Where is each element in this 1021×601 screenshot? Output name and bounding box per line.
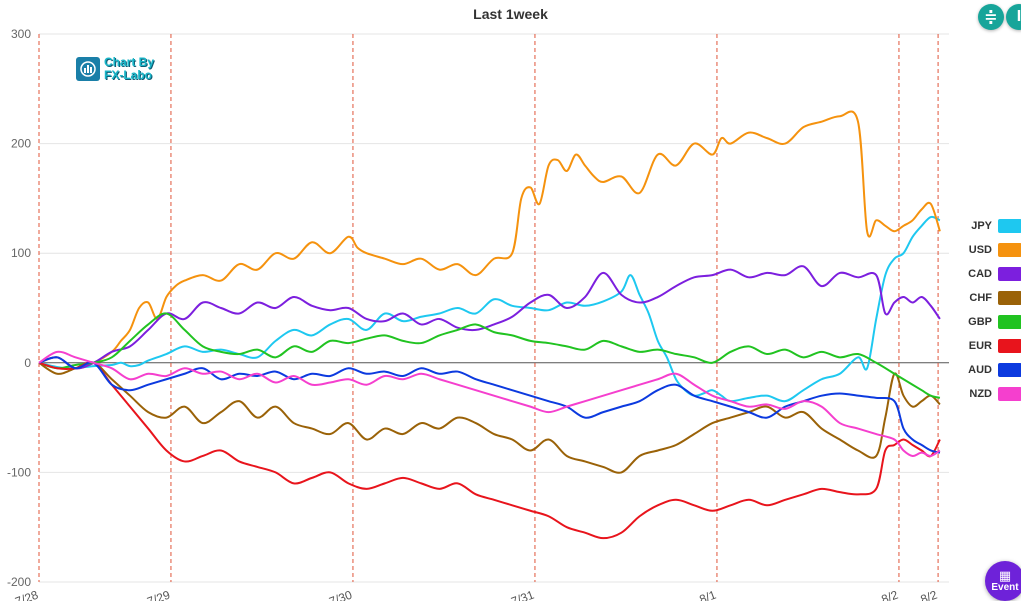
y-tick-label: 0 [24, 356, 31, 370]
legend-swatch [998, 363, 1021, 377]
expand-icon: I [1016, 8, 1021, 25]
y-tick-label: 300 [11, 27, 31, 41]
chart-title: Last 1week [473, 6, 548, 22]
x-tick-label: 8/2 [919, 588, 940, 601]
series-line-nzd [38, 350, 941, 457]
legend-item-usd[interactable]: USD [960, 238, 1021, 262]
event-button[interactable]: ▦ Event [985, 561, 1021, 601]
logo-line1: Chart By [104, 55, 155, 69]
legend-swatch [998, 267, 1021, 281]
chart-logo-icon [76, 57, 100, 81]
zoom-out-button[interactable]: ≑ [978, 4, 1004, 30]
series-line-chf [38, 361, 941, 474]
legend-label: CHF [969, 292, 992, 304]
series-line-eur [38, 361, 941, 540]
legend-label: AUD [968, 364, 992, 376]
legend-label: CAD [968, 268, 992, 280]
legend-label: JPY [971, 220, 992, 232]
legend-swatch [998, 291, 1021, 305]
logo-line2: FX-Labo [104, 68, 152, 82]
calendar-icon: ▦ [998, 568, 1012, 583]
event-button-label: Event [991, 582, 1019, 593]
legend-item-chf[interactable]: CHF [960, 286, 1021, 310]
legend-swatch [998, 387, 1021, 401]
collapse-icon: ≑ [984, 9, 998, 26]
x-tick-label: 7/31 [509, 588, 536, 601]
zoom-fit-button[interactable]: I [1006, 4, 1021, 30]
x-tick-label: 7/28 [13, 588, 40, 601]
x-tick-label: 8/1 [698, 588, 719, 601]
x-tick-label: 7/30 [327, 588, 354, 601]
y-tick-label: 100 [11, 246, 31, 260]
legend-item-eur[interactable]: EUR [960, 334, 1021, 358]
y-tick-label: -200 [7, 575, 31, 589]
legend-label: USD [968, 244, 992, 256]
series-line-aud [38, 356, 941, 454]
x-tick-label: 7/29 [145, 588, 172, 601]
legend-label: NZD [969, 388, 992, 400]
series-line-cad [38, 265, 941, 370]
legend-item-jpy[interactable]: JPY [960, 214, 1021, 238]
legend-swatch [998, 339, 1021, 353]
y-tick-label: 200 [11, 137, 31, 151]
legend-item-gbp[interactable]: GBP [960, 310, 1021, 334]
legend-label: GBP [968, 316, 992, 328]
legend-swatch [998, 243, 1021, 257]
legend: JPY USD CAD CHF GBP EUR AUD NZD [960, 214, 1021, 406]
fx-labo-logo: Chart By FX-Labo [76, 56, 154, 82]
legend-item-aud[interactable]: AUD [960, 358, 1021, 382]
legend-item-nzd[interactable]: NZD [960, 382, 1021, 406]
series-line-usd [38, 110, 941, 370]
legend-swatch [998, 219, 1021, 233]
series-line-gbp [38, 312, 941, 399]
legend-label: EUR [968, 340, 992, 352]
y-tick-label: -100 [7, 465, 31, 479]
legend-item-cad[interactable]: CAD [960, 262, 1021, 286]
legend-swatch [998, 315, 1021, 329]
x-tick-label: 8/2 [880, 588, 901, 601]
